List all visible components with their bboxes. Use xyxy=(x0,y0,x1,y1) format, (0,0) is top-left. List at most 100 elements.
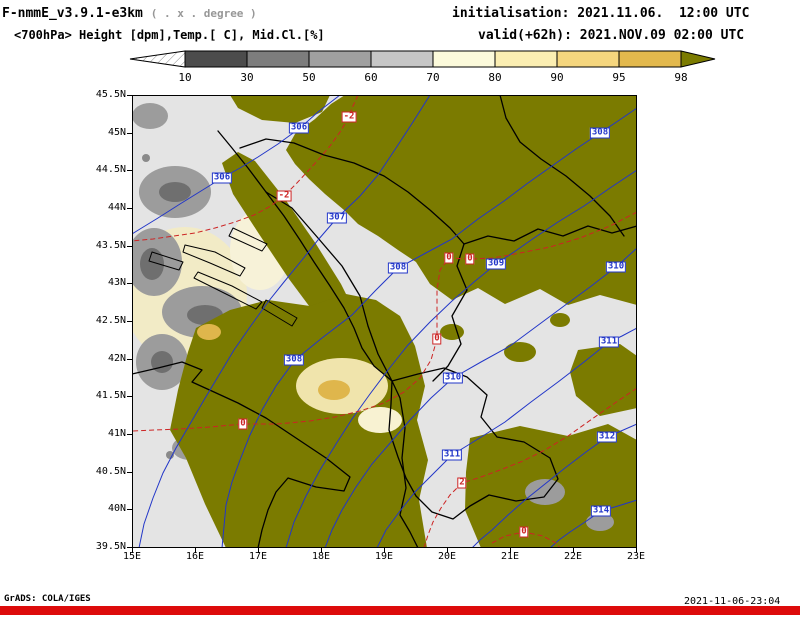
lon-label: 19E xyxy=(374,551,394,562)
lat-tick xyxy=(127,547,132,548)
border xyxy=(388,367,559,520)
lon-label: 16E xyxy=(185,551,205,562)
island xyxy=(193,271,263,310)
contour-label-309: 309 xyxy=(485,258,507,270)
contour-label-2: 2 xyxy=(457,477,467,489)
lon-label: 22E xyxy=(563,551,583,562)
contour-309 xyxy=(285,169,637,548)
lat-label: 41N xyxy=(107,428,126,439)
svg-text:30: 30 xyxy=(240,71,253,84)
lon-label: 23E xyxy=(626,551,646,562)
lon-label: 20E xyxy=(437,551,457,562)
lon-tick xyxy=(195,548,196,553)
contour-label-0: 0 xyxy=(465,253,475,265)
contour-label-307: 307 xyxy=(326,212,348,224)
border xyxy=(463,225,637,245)
init-time-line: initialisation: 2021.11.06. 12:00 UTC xyxy=(452,6,750,21)
lat-label: 40.5N xyxy=(95,465,126,477)
lat-tick xyxy=(127,132,132,134)
lon-tick xyxy=(132,548,133,553)
contour-label-0: 0 xyxy=(238,418,248,430)
contour-label-308: 308 xyxy=(283,354,305,366)
lat-label: 44.5N xyxy=(95,164,126,176)
border xyxy=(432,243,468,382)
colorbar-svg: 10 30 50 60 70 80 90 95 98 xyxy=(129,50,716,84)
model-name: F-nmmE_v3.9.1-e3km xyxy=(2,6,143,21)
lon-label: 21E xyxy=(500,551,520,562)
map-frame xyxy=(132,95,637,548)
colorbar: 10 30 50 60 70 80 90 95 98 xyxy=(128,50,768,90)
isotherm-0b xyxy=(491,531,561,548)
lon-label: 17E xyxy=(248,551,268,562)
map-area: 45.5N 45N 44.5N 44N 43.5N 43N 42.5N 42N 41.5N 41N… xyxy=(96,90,645,562)
svg-text:50: 50 xyxy=(302,71,315,84)
valid-time-line: valid(+62h): 2021.NOV.09 02:00 UTC xyxy=(478,28,745,43)
grid-note: ( . x . degree ) xyxy=(150,7,257,20)
model-title: F-nmmE_v3.9.1-e3km ( . x . degree ) xyxy=(2,6,257,21)
svg-text:10: 10 xyxy=(178,71,191,84)
map-plot xyxy=(132,95,637,548)
lat-tick xyxy=(127,509,132,511)
contour-label-308: 308 xyxy=(589,127,611,139)
border xyxy=(239,138,465,245)
lat-label: 41.5N xyxy=(95,390,126,402)
italy-coastline xyxy=(132,361,351,548)
coastlines-borders xyxy=(132,95,637,548)
lat-label: 45N xyxy=(107,126,126,138)
contour-label--2: -2 xyxy=(341,111,357,123)
contour-label-0: 0 xyxy=(432,333,442,345)
contour-label-0: 0 xyxy=(444,252,454,264)
lat-label: 43N xyxy=(107,277,126,289)
lat-tick xyxy=(127,95,132,96)
lat-tick xyxy=(127,283,132,285)
lat-tick xyxy=(127,208,132,209)
svg-text:95: 95 xyxy=(612,71,625,84)
lon-tick xyxy=(573,548,574,553)
creation-timestamp: 2021-11-06-23:04 xyxy=(684,596,781,607)
lon-tick xyxy=(384,548,385,553)
isotherm-minus2 xyxy=(132,95,359,242)
grads-credit: GrADS: COLA/IGES xyxy=(4,594,91,604)
contour-308 xyxy=(221,107,637,548)
svg-text:98: 98 xyxy=(674,71,687,84)
bottom-red-bar xyxy=(0,606,800,615)
lat-tick xyxy=(127,471,132,473)
contour-label-306: 306 xyxy=(288,122,310,134)
lon-tick xyxy=(447,548,448,553)
contour-label--2: -2 xyxy=(276,190,292,202)
svg-text:80: 80 xyxy=(488,71,501,84)
island xyxy=(261,299,298,327)
lat-label: 39.5N xyxy=(95,541,126,552)
contour-label-312: 312 xyxy=(596,431,618,443)
lat-tick xyxy=(127,321,132,322)
lat-label: 43.5N xyxy=(95,239,126,251)
lat-label: 40N xyxy=(107,503,126,515)
svg-text:90: 90 xyxy=(550,71,563,84)
island xyxy=(182,244,246,277)
contour-label-308: 308 xyxy=(387,262,409,274)
contour-label-310: 310 xyxy=(605,261,627,273)
lat-tick xyxy=(127,396,132,398)
lon-label: 18E xyxy=(311,551,331,562)
contour-label-311: 311 xyxy=(441,449,463,461)
lon-label: 15E xyxy=(122,551,142,562)
isotherm-plus2 xyxy=(423,387,637,548)
lat-tick xyxy=(127,170,132,172)
lon-tick xyxy=(636,548,637,553)
lat-label: 42.5N xyxy=(95,315,126,326)
contour-307 xyxy=(138,95,431,548)
contour-314 xyxy=(549,499,637,548)
contour-label-314: 314 xyxy=(590,505,612,517)
contour-label-306: 306 xyxy=(211,172,233,184)
lat-label: 45.5N xyxy=(95,89,126,100)
lon-tick xyxy=(321,548,322,553)
svg-text:70: 70 xyxy=(426,71,439,84)
isotherm-0 xyxy=(132,211,637,432)
adriatic-coastline xyxy=(217,130,419,548)
lon-tick xyxy=(258,548,259,553)
lat-tick xyxy=(127,245,132,247)
lat-label: 44N xyxy=(107,202,126,213)
lat-tick xyxy=(127,358,132,360)
island xyxy=(228,227,268,252)
lat-tick xyxy=(127,434,132,435)
